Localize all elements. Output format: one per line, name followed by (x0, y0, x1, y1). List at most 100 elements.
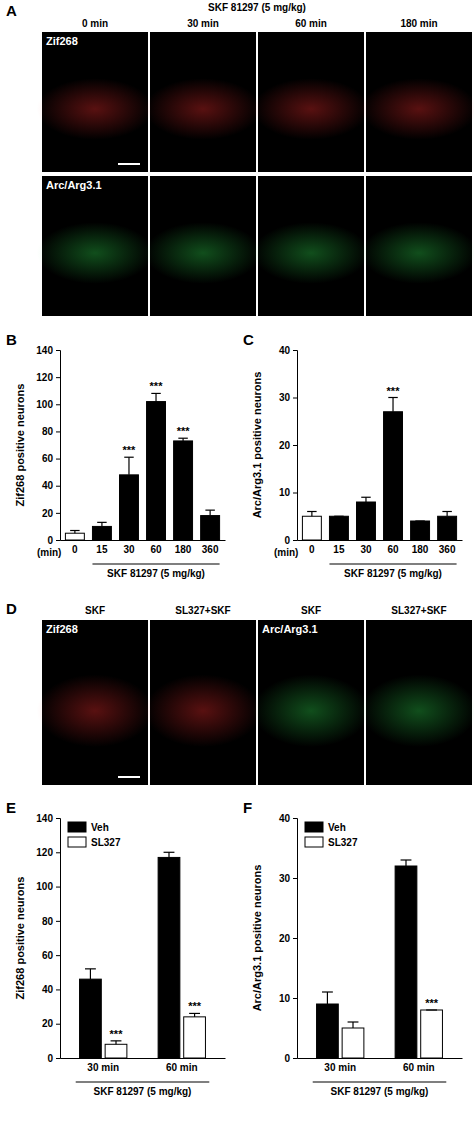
y-tick-label: 120 (36, 372, 53, 383)
y-tick-label: 60 (42, 950, 54, 961)
column-header: 30 min (187, 18, 219, 29)
column-header: 180 min (400, 18, 437, 29)
y-tick: 100 (36, 399, 60, 410)
bar (421, 1010, 443, 1058)
bar (302, 516, 321, 540)
y-tick-label: 20 (42, 508, 54, 519)
y-tick: 60 (42, 453, 60, 464)
error-bar (85, 969, 96, 979)
x-tick-label: 180 (412, 544, 429, 555)
y-axis-line (56, 351, 61, 541)
column-header: 0 min (82, 18, 108, 29)
y-tick-mark (293, 818, 297, 819)
cell-layer (37, 78, 154, 140)
y-tick: 40 (279, 813, 297, 824)
panel-label: Zif268 (46, 623, 78, 635)
bar (357, 502, 376, 540)
panel-a: ASKF 81297 (5 mg/kg)0 min30 min60 min180… (6, 2, 474, 316)
x-tick: 30 (360, 540, 372, 555)
x-tick-label: 60 (150, 544, 162, 555)
significance-labels: *** (425, 997, 439, 1009)
legend-swatch (68, 822, 86, 832)
error-cap (388, 397, 397, 398)
y-tick-label: 0 (47, 535, 53, 546)
legend: VehSL327 (68, 822, 121, 848)
x-axis-line (61, 1058, 226, 1059)
error-cap (348, 1021, 359, 1022)
x-tick: 360 (202, 540, 219, 555)
error-bar (205, 510, 214, 515)
y-tick-mark (293, 1058, 297, 1059)
x-tick: 15 (96, 540, 108, 555)
panel-letter: B (6, 331, 17, 348)
significance: *** (425, 997, 439, 1009)
error-bar (70, 531, 79, 534)
x-tick-label: 0 (309, 544, 315, 555)
plot-marks (302, 398, 456, 541)
panel-letter: C (243, 331, 254, 348)
significance: *** (150, 380, 164, 392)
y-tick-mark (56, 513, 60, 514)
y-tick-label: 40 (279, 813, 291, 824)
x-tick-label: 360 (439, 544, 456, 555)
y-tick: 80 (42, 916, 60, 927)
x-axis-line (298, 1058, 463, 1059)
y-tick-mark (56, 818, 60, 819)
x-tick-label: 0 (72, 544, 78, 555)
error-bar (361, 497, 370, 502)
error-cap (111, 1040, 122, 1041)
y-tick-label: 140 (36, 345, 53, 356)
chart: E020406080100120140Zif268 positive neuro… (6, 799, 226, 1097)
y-tick: 100 (36, 881, 60, 892)
x-axis: 30 min60 min (61, 1058, 226, 1073)
error-cap (124, 457, 133, 458)
y-axis-title: Arc/Arg3.1 positive neurons (251, 372, 263, 519)
chart: F010203040Arc/Arg3.1 positive neurons30 … (243, 799, 463, 1097)
column-header: SKF (85, 605, 105, 616)
error-cap (70, 530, 79, 531)
bar (438, 516, 457, 540)
x-tick: 0 (72, 540, 78, 555)
bar (184, 1017, 206, 1058)
y-tick-label: 120 (36, 847, 53, 858)
error-cap (334, 516, 343, 517)
bar (384, 412, 403, 540)
x-axis-title: SKF 81297 (5 mg/kg) (94, 1086, 192, 1097)
x-tick: 60 min (166, 1058, 198, 1073)
bar (65, 533, 84, 540)
y-axis-line (293, 819, 298, 1059)
y-tick-label: 10 (279, 487, 291, 498)
y-tick-label: 30 (279, 392, 291, 403)
x-tick-label: 30 (360, 544, 372, 555)
x-tick: 15 (333, 540, 345, 555)
bar (174, 441, 193, 540)
chart: B020406080100120140Zif268 positive neuro… (6, 331, 226, 579)
y-tick-mark (56, 486, 60, 487)
x-tick-label: 15 (96, 544, 108, 555)
error-line (168, 852, 169, 857)
y-tick-mark (56, 350, 60, 351)
y-tick-mark (293, 998, 297, 999)
y-tick-mark (293, 938, 297, 939)
x-tick: 360 (439, 540, 456, 555)
significance: *** (110, 1028, 124, 1040)
error-cap (442, 511, 451, 512)
x-axis-title: SKF 81297 (5 mg/kg) (331, 1086, 429, 1097)
error-bar (322, 992, 333, 1004)
y-axis-line (293, 351, 298, 541)
error-bar (415, 521, 424, 522)
significance-labels: ********* (123, 380, 191, 456)
bar (317, 1004, 339, 1058)
significance: *** (188, 1000, 202, 1012)
column-header: SL327+SKF (175, 605, 230, 616)
cell-layer (37, 222, 154, 284)
x-tick: 30 min (324, 1058, 356, 1073)
x-bracket (76, 1081, 210, 1082)
error-cap (151, 393, 160, 394)
y-tick-mark (293, 493, 297, 494)
x-axis-title: SKF 81297 (5 mg/kg) (107, 568, 205, 579)
x-tick: 60 (387, 540, 399, 555)
bar (411, 521, 430, 540)
x-axis-line (298, 540, 463, 541)
y-tick: 40 (42, 984, 60, 995)
